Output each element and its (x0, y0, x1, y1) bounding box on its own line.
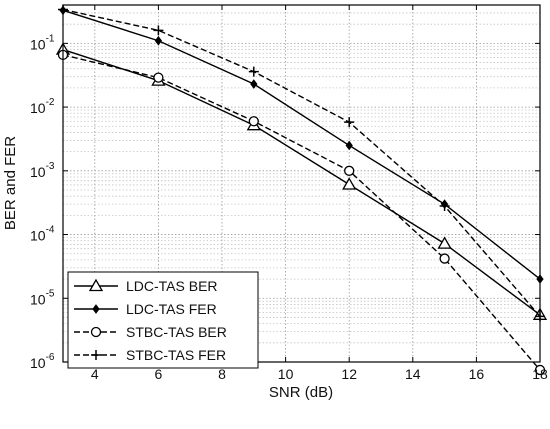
data-point-stbc-tas-ber (153, 72, 164, 83)
axis-ticks: 4 6 8 10 12 14 16 18 10-6 10-5 10-4 10-3 10-2 10-1 (30, 5, 548, 382)
data-point-stbc-tas-fer (344, 117, 355, 128)
legend-marker-stbc-tas-ber (90, 326, 102, 338)
x-axis-label: SNR (dB) (269, 384, 333, 401)
x-tick-label: 16 (469, 366, 485, 382)
x-tick-label: 14 (405, 366, 421, 382)
series-line-stbc-tas-fer (62, 8, 541, 317)
data-point-stbc-tas-fer (153, 25, 164, 36)
x-tick-label: 4 (91, 366, 99, 382)
series-line-ldc-tas-ber (62, 48, 541, 316)
data-point-ldc-tas-ber (342, 177, 357, 190)
series-line-stbc-tas-ber (62, 54, 541, 371)
x-tick-label: 6 (155, 366, 163, 382)
y-axis-label: BER and FER (2, 136, 19, 230)
data-point-stbc-tas-ber (344, 165, 355, 176)
legend: LDC-TAS BER LDC-TAS FER STBC-TAS BER STBC-T… (67, 271, 259, 369)
y-tick-label: 10-6 (30, 352, 55, 371)
legend-label-ldc-tas-fer: LDC-TAS FER (126, 301, 217, 317)
legend-marker-ldc-tas-fer (92, 304, 100, 314)
legend-marker-stbc-tas-fer (91, 350, 101, 360)
legend-label-stbc-tas-ber: STBC-TAS BER (126, 324, 227, 340)
data-point-stbc-tas-fer (248, 66, 259, 77)
x-tick-label: 18 (532, 366, 548, 382)
y-tick-label: 10-1 (30, 33, 55, 52)
x-tick-label: 8 (218, 366, 226, 382)
legend-label-stbc-tas-fer: STBC-TAS FER (126, 347, 226, 363)
series-line-ldc-tas-fer (62, 9, 541, 280)
y-tick-label: 10-5 (30, 288, 55, 307)
data-point-stbc-tas-fer (439, 201, 450, 212)
grid-lines (63, 4, 541, 363)
data-point-ldc-tas-fer (250, 79, 258, 89)
x-tick-label: 12 (341, 366, 357, 382)
data-point-ldc-tas-fer (154, 35, 163, 46)
data-point-ldc-tas-fer (345, 140, 353, 151)
x-tick-label: 10 (278, 366, 294, 382)
y-tick-label: 10-3 (30, 161, 55, 180)
plot-frame (62, 4, 541, 363)
y-tick-label: 10-4 (30, 225, 55, 244)
data-point-stbc-tas-ber (534, 364, 546, 376)
legend-label-ldc-tas-ber: LDC-TAS BER (126, 278, 218, 294)
data-point-ldc-tas-ber (437, 236, 452, 249)
y-tick-label: 10-2 (30, 97, 55, 116)
data-point-stbc-tas-ber (248, 116, 259, 127)
data-point-stbc-tas-ber (439, 253, 450, 264)
legend-marker-ldc-tas-ber (88, 278, 104, 292)
data-series (55, 4, 548, 376)
